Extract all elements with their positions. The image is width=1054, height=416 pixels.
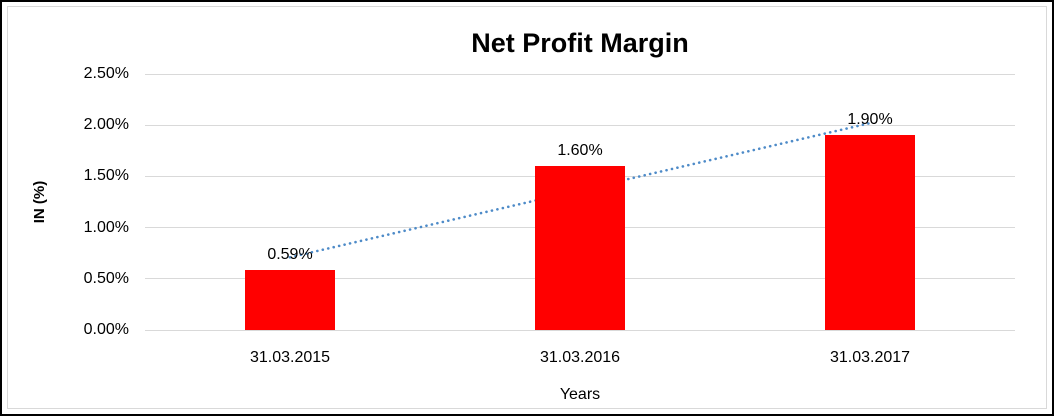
y-axis-tick-label: 2.50% — [83, 65, 129, 82]
y-axis-tick-label: 2.00% — [83, 116, 129, 134]
y-axis-tick-label: 1.50% — [83, 167, 129, 185]
x-axis-title: Years — [559, 386, 601, 403]
gridline — [145, 329, 1015, 331]
y-axis-tick-label: 0.00% — [83, 321, 129, 338]
y-axis-tick-label: 0.50% — [83, 269, 129, 287]
data-label: 1.60% — [557, 142, 603, 160]
chart-title: Net Profit Margin — [471, 28, 689, 58]
bar-31.03.2017 — [825, 135, 915, 330]
gridline — [145, 73, 1015, 75]
bar-31.03.2016 — [535, 166, 625, 330]
plot-area: 0.59% 1.60% 1.90% — [145, 73, 1015, 331]
data-label: 1.90% — [847, 111, 893, 129]
x-axis-tick-label: 31.03.2015 — [249, 349, 331, 366]
bar-31.03.2015 — [245, 269, 335, 330]
x-axis-tick-label: 31.03.2017 — [829, 349, 911, 366]
x-axis-tick-label: 31.03.2016 — [539, 349, 621, 366]
y-axis-tick-label: 1.00% — [83, 218, 129, 236]
data-label: 0.59% — [267, 245, 313, 263]
gridline — [145, 124, 1015, 126]
